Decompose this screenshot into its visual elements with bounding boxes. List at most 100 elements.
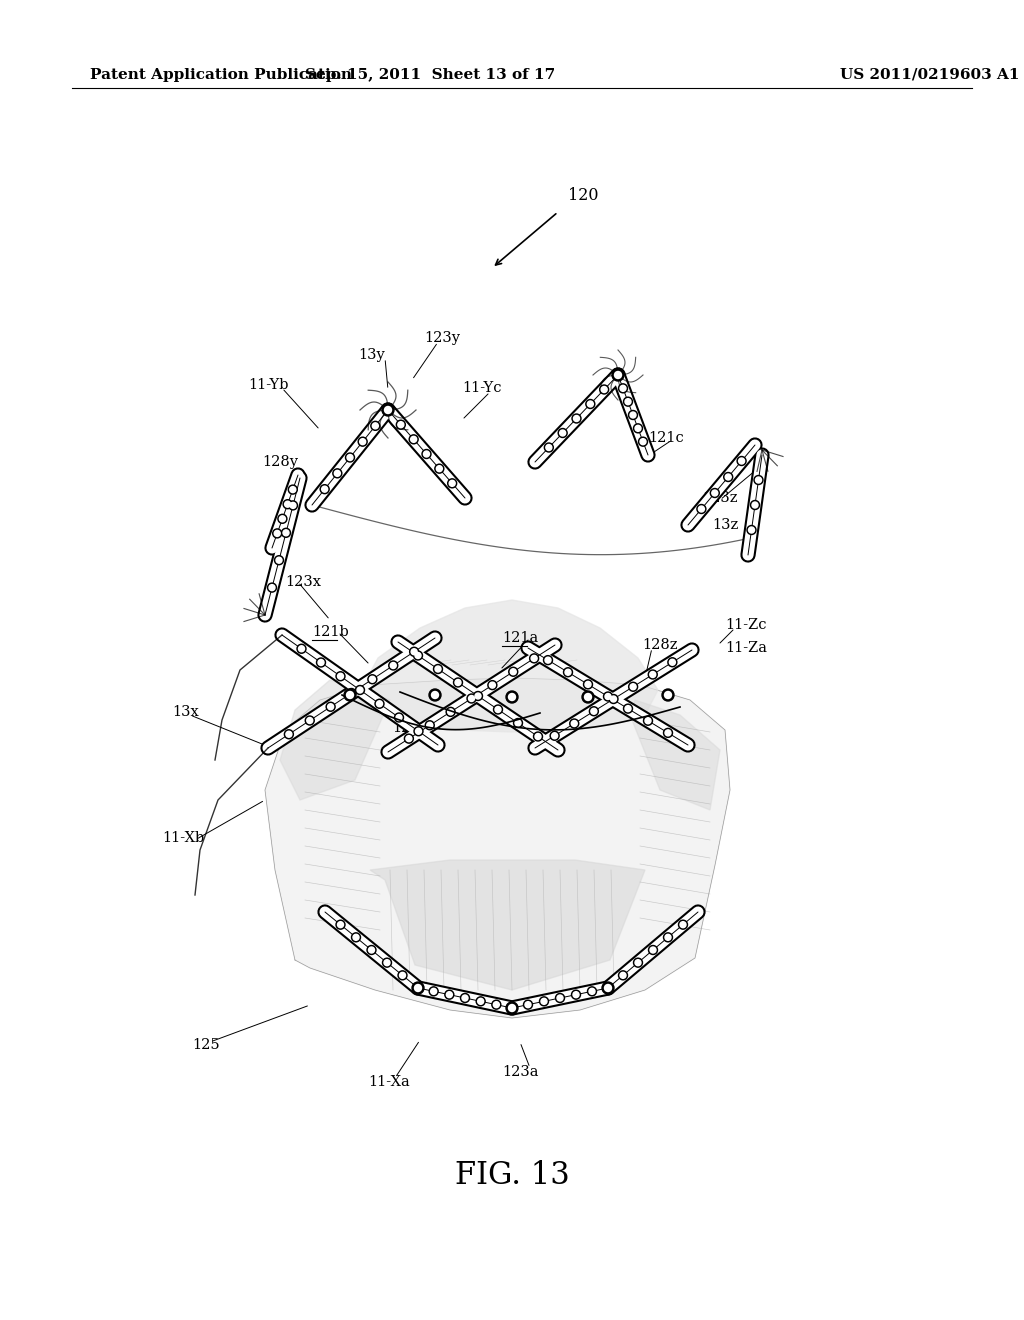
Circle shape xyxy=(513,718,522,727)
Circle shape xyxy=(382,404,394,416)
Circle shape xyxy=(280,516,286,521)
Text: 128z: 128z xyxy=(642,638,678,652)
Circle shape xyxy=(523,1001,532,1010)
Circle shape xyxy=(416,729,422,734)
Circle shape xyxy=(282,528,291,537)
Circle shape xyxy=(333,469,342,478)
Circle shape xyxy=(585,681,591,688)
Circle shape xyxy=(462,995,468,1001)
Circle shape xyxy=(610,696,616,702)
Circle shape xyxy=(586,400,595,408)
Circle shape xyxy=(375,700,384,709)
Circle shape xyxy=(665,730,671,735)
Circle shape xyxy=(289,500,298,510)
Circle shape xyxy=(377,701,383,706)
Circle shape xyxy=(336,920,345,929)
Circle shape xyxy=(752,502,758,508)
Circle shape xyxy=(601,387,607,392)
Circle shape xyxy=(276,557,282,564)
Circle shape xyxy=(475,693,481,700)
Circle shape xyxy=(648,945,657,954)
Circle shape xyxy=(737,457,746,466)
Text: 128x: 128x xyxy=(392,721,428,735)
Circle shape xyxy=(429,987,438,995)
Circle shape xyxy=(326,702,335,711)
Circle shape xyxy=(489,682,496,688)
Circle shape xyxy=(446,991,453,998)
Circle shape xyxy=(591,709,597,714)
Circle shape xyxy=(545,444,553,451)
Circle shape xyxy=(285,730,293,739)
Circle shape xyxy=(738,458,744,465)
Circle shape xyxy=(662,689,674,701)
Circle shape xyxy=(450,480,455,486)
Circle shape xyxy=(746,525,756,535)
Circle shape xyxy=(664,933,673,942)
Text: 11-Xa: 11-Xa xyxy=(368,1074,410,1089)
Circle shape xyxy=(336,672,345,681)
Circle shape xyxy=(546,445,552,450)
Circle shape xyxy=(569,719,579,729)
Circle shape xyxy=(506,690,518,704)
Circle shape xyxy=(396,714,402,721)
Circle shape xyxy=(550,731,559,741)
Circle shape xyxy=(630,412,636,418)
Circle shape xyxy=(749,527,755,533)
Text: 121b: 121b xyxy=(312,624,349,639)
Circle shape xyxy=(558,429,567,437)
Circle shape xyxy=(589,989,595,994)
Circle shape xyxy=(534,733,543,741)
Circle shape xyxy=(290,487,296,492)
Circle shape xyxy=(629,682,638,692)
Circle shape xyxy=(299,645,304,652)
Circle shape xyxy=(560,430,565,436)
Circle shape xyxy=(383,958,391,968)
Circle shape xyxy=(435,667,441,672)
Text: 11-Zc: 11-Zc xyxy=(725,618,767,632)
Circle shape xyxy=(412,982,424,994)
Circle shape xyxy=(625,399,631,405)
Circle shape xyxy=(648,671,657,678)
Circle shape xyxy=(668,657,677,667)
Circle shape xyxy=(283,529,289,536)
Circle shape xyxy=(367,945,376,954)
Circle shape xyxy=(698,506,705,512)
Circle shape xyxy=(544,656,553,665)
Circle shape xyxy=(321,484,329,494)
Circle shape xyxy=(670,659,676,665)
Circle shape xyxy=(588,987,597,995)
Text: 11-Za: 11-Za xyxy=(725,642,767,655)
Circle shape xyxy=(552,733,558,739)
Circle shape xyxy=(411,437,417,442)
Circle shape xyxy=(609,694,618,704)
Circle shape xyxy=(425,721,434,730)
Circle shape xyxy=(645,718,651,723)
Circle shape xyxy=(697,504,706,513)
Circle shape xyxy=(494,1002,500,1007)
Circle shape xyxy=(431,989,436,994)
Circle shape xyxy=(473,692,482,701)
Circle shape xyxy=(614,371,622,379)
Polygon shape xyxy=(265,678,730,1018)
Circle shape xyxy=(415,652,421,659)
Circle shape xyxy=(643,717,652,725)
Circle shape xyxy=(328,704,334,710)
Circle shape xyxy=(563,668,572,677)
Circle shape xyxy=(565,669,571,676)
Text: 120: 120 xyxy=(568,186,598,203)
Circle shape xyxy=(571,721,578,726)
Circle shape xyxy=(751,500,760,510)
Circle shape xyxy=(345,453,354,462)
Circle shape xyxy=(390,663,396,668)
Circle shape xyxy=(603,692,612,701)
Circle shape xyxy=(545,657,551,663)
Circle shape xyxy=(297,644,306,653)
Circle shape xyxy=(588,401,593,407)
Circle shape xyxy=(634,424,642,433)
Text: 13x: 13x xyxy=(172,705,199,719)
Circle shape xyxy=(436,466,442,471)
Circle shape xyxy=(555,994,564,1002)
Circle shape xyxy=(590,706,598,715)
Circle shape xyxy=(509,693,515,701)
Text: 123y: 123y xyxy=(424,331,460,345)
